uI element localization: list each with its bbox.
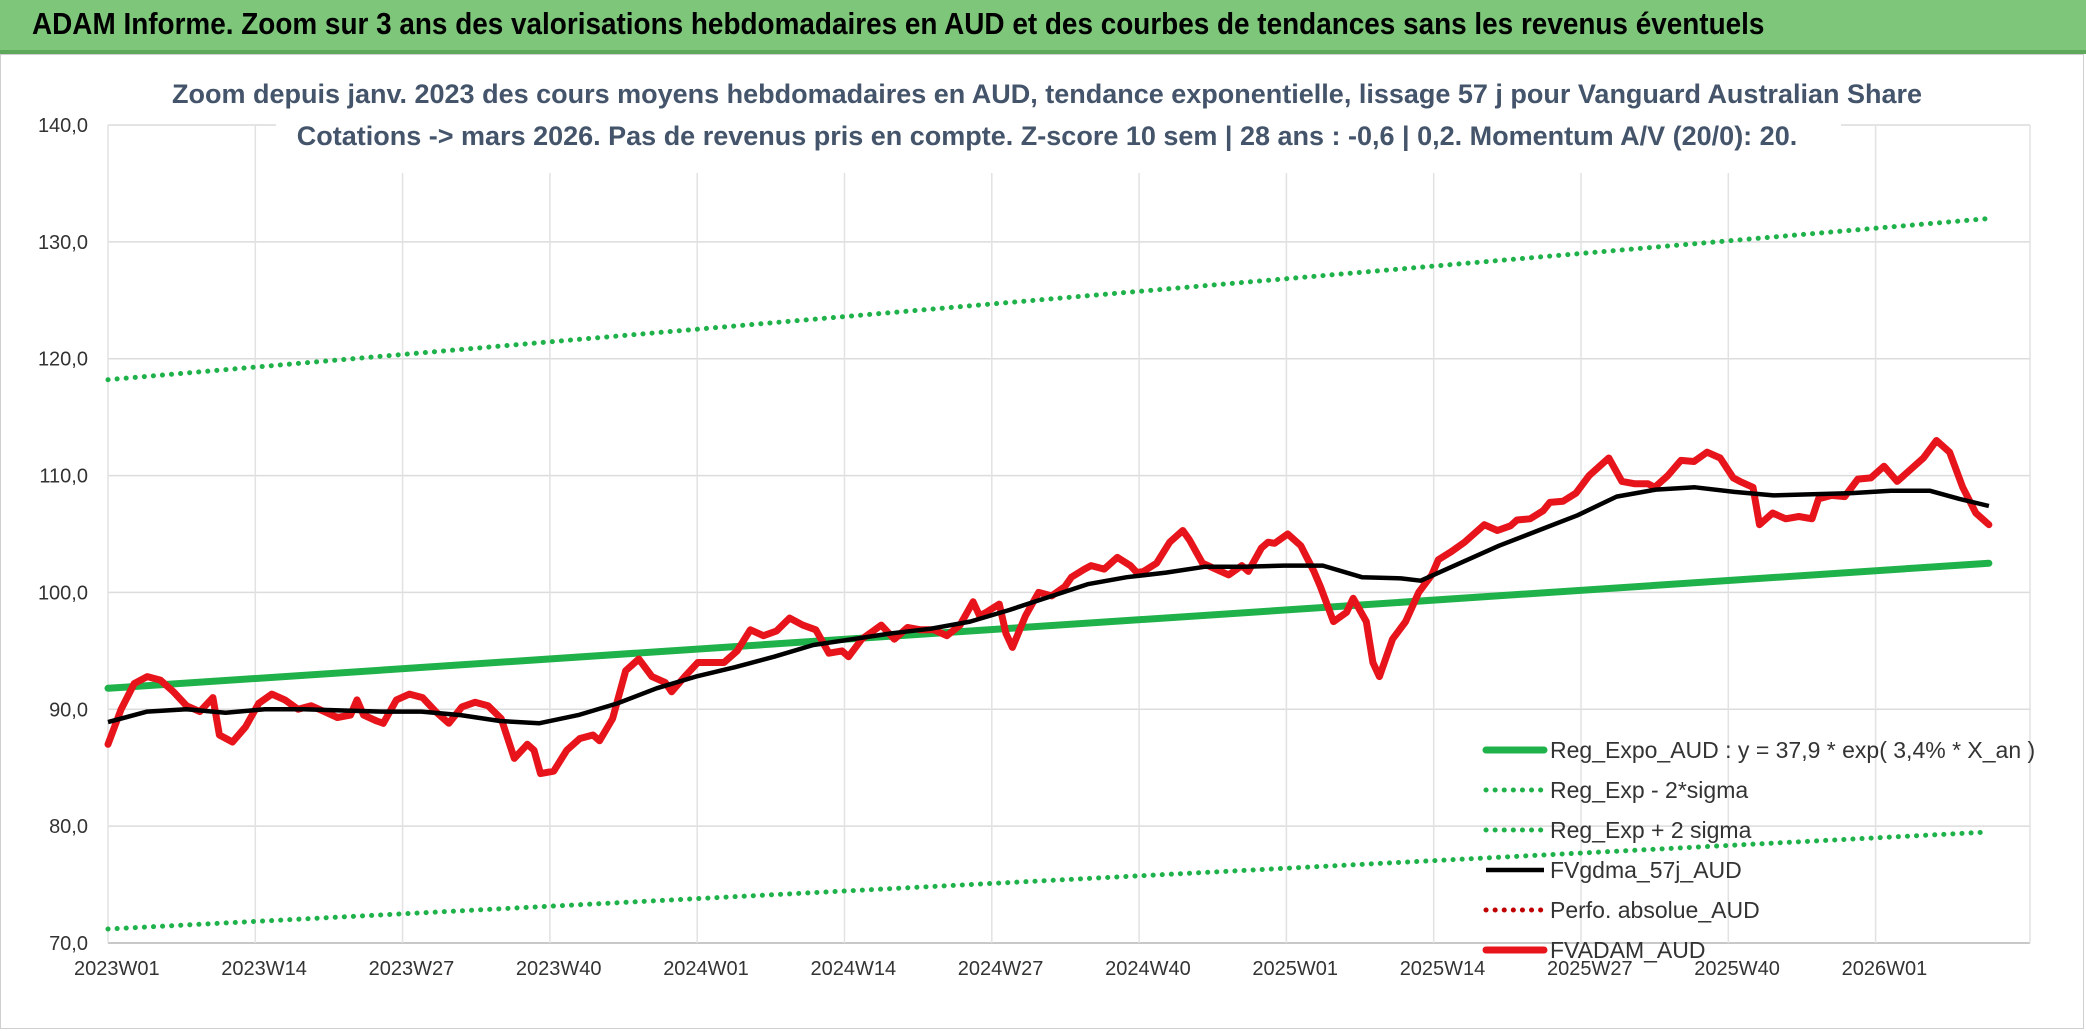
x-tick-label: 2025W01: [1252, 958, 1338, 980]
x-tick-label: 2025W40: [1694, 958, 1780, 980]
x-tick-label: 2024W40: [1105, 958, 1191, 980]
x-tick-label: 2024W01: [663, 958, 749, 980]
chart-series: [104, 216, 1993, 932]
x-tick-label: 2026W01: [1842, 958, 1928, 980]
y-tick-label: 90,0: [49, 699, 88, 721]
report-title: ADAM Informe. Zoom sur 3 ans des valoris…: [32, 6, 1765, 41]
report-banner: ADAM Informe. Zoom sur 3 ans des valoris…: [0, 0, 2086, 54]
chart-titles: Zoom depuis janv. 2023 des cours moyens …: [172, 61, 1922, 173]
legend-label: FVgdma_57j_AUD: [1550, 857, 1742, 883]
y-tick-label: 80,0: [49, 816, 88, 838]
x-tick-label: 2023W01: [74, 958, 160, 980]
chart-grid: [107, 124, 2031, 944]
series-line-reg-exp: [105, 216, 1992, 383]
y-tick-label: 140,0: [38, 115, 88, 137]
banner-underline: [0, 50, 2086, 54]
x-tick-label: 2023W40: [516, 958, 602, 980]
legend-label: Perfo. absolue_AUD: [1550, 897, 1760, 923]
series-line-fvgdma-57j-aud: [107, 485, 1990, 726]
legend-label: Reg_Expo_AUD : y = 37,9 * exp( 3,4% * X_…: [1550, 737, 2035, 763]
legend-label: Reg_Exp + 2 sigma: [1550, 817, 1752, 843]
legend-label: Reg_Exp - 2*sigma: [1550, 777, 1748, 803]
x-tick-label: 2025W14: [1400, 958, 1486, 980]
legend-label: FVADAM_AUD: [1550, 937, 1706, 963]
y-tick-label: 100,0: [38, 582, 88, 604]
chart-subtitle: Cotations -> mars 2026. Pas de revenus p…: [297, 121, 1797, 151]
x-tick-label: 2024W14: [811, 958, 897, 980]
axis-tick-labels: 70,0 80,0 90,0 100,0 110,0 120,0 130,0 140,0 202…: [38, 115, 1927, 980]
y-tick-label: 130,0: [38, 232, 88, 254]
chart-title: Zoom depuis janv. 2023 des cours moyens …: [172, 79, 1922, 109]
chart-legend: Reg_Expo_AUD : y = 37,9 * exp( 3,4% * X_…: [1482, 737, 2035, 963]
chart-frame: 70,0 80,0 90,0 100,0 110,0 120,0 130,0 140,0 202…: [0, 54, 2084, 1029]
x-tick-label: 2024W27: [958, 958, 1044, 980]
series-line-fvadam-aud: [104, 437, 1993, 778]
x-tick-label: 2025W27: [1547, 958, 1633, 980]
x-tick-label: 2023W14: [221, 958, 307, 980]
y-tick-label: 70,0: [49, 933, 88, 955]
x-tick-label: 2023W27: [369, 958, 455, 980]
y-tick-label: 120,0: [38, 349, 88, 371]
y-tick-label: 110,0: [39, 466, 88, 488]
line-chart: 70,0 80,0 90,0 100,0 110,0 120,0 130,0 140,0 202…: [38, 61, 2035, 980]
series-line-reg-expo-aud: [104, 559, 1993, 692]
title-background: [276, 61, 1841, 173]
